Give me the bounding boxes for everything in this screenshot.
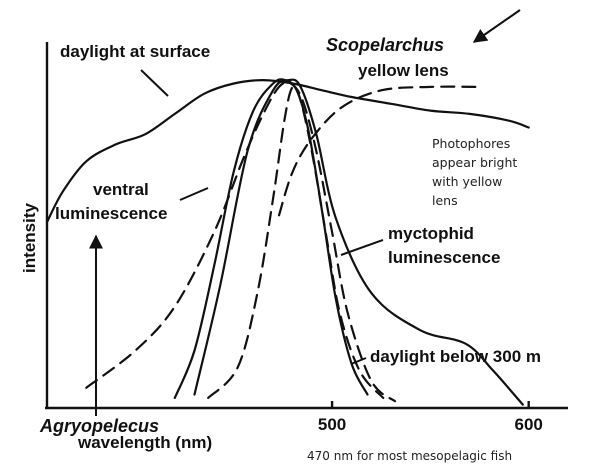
- label-ventral: ventral: [93, 180, 149, 199]
- series-line-agryopelecus: [85, 81, 397, 403]
- label-yellow-lens: yellow lens: [358, 61, 449, 80]
- axis-label-y: intensity: [20, 203, 39, 273]
- x-axis-ticks: 500 600: [318, 401, 543, 434]
- label-agryopelecus: Agryopelecus: [39, 416, 159, 436]
- x-tick-label-600: 600: [514, 415, 542, 434]
- series-line-daylight-below-300-m: [207, 85, 385, 399]
- label-myctophid-2: luminescence: [388, 248, 500, 267]
- series-curves: [45, 78, 530, 406]
- daylight-surface-leader: [140, 69, 169, 97]
- mesopelagic-note: 470 nm for most mesopelagic fish: [307, 449, 512, 463]
- series-line-ventral-luminescence: [173, 78, 369, 399]
- series-line-myctophid-luminescence: [193, 78, 524, 406]
- scopelarchus-arrow: [472, 9, 521, 43]
- photophores-note-4: lens: [432, 193, 458, 208]
- axis-label-x: wavelength (nm): [77, 433, 212, 452]
- myctophid-leader: [340, 239, 384, 256]
- label-daylight-300: daylight below 300 m: [370, 347, 541, 366]
- photophores-note-3: with yellow: [432, 174, 502, 189]
- label-daylight-surface: daylight at surface: [60, 42, 210, 61]
- label-myctophid: myctophid: [388, 224, 474, 243]
- photophores-note-2: appear bright: [432, 155, 517, 170]
- series-line-daylight-at-surface: [45, 79, 530, 224]
- label-scopelarchus: Scopelarchus: [326, 35, 444, 55]
- x-tick-label-500: 500: [318, 415, 346, 434]
- photophores-note-1: Photophores: [432, 136, 510, 151]
- daylight-300-leader: [350, 357, 367, 365]
- ventral-leader: [179, 187, 209, 201]
- series-line-scopelarchus-yellow-lens: [277, 85, 481, 217]
- label-ventral-2: luminescence: [55, 204, 167, 223]
